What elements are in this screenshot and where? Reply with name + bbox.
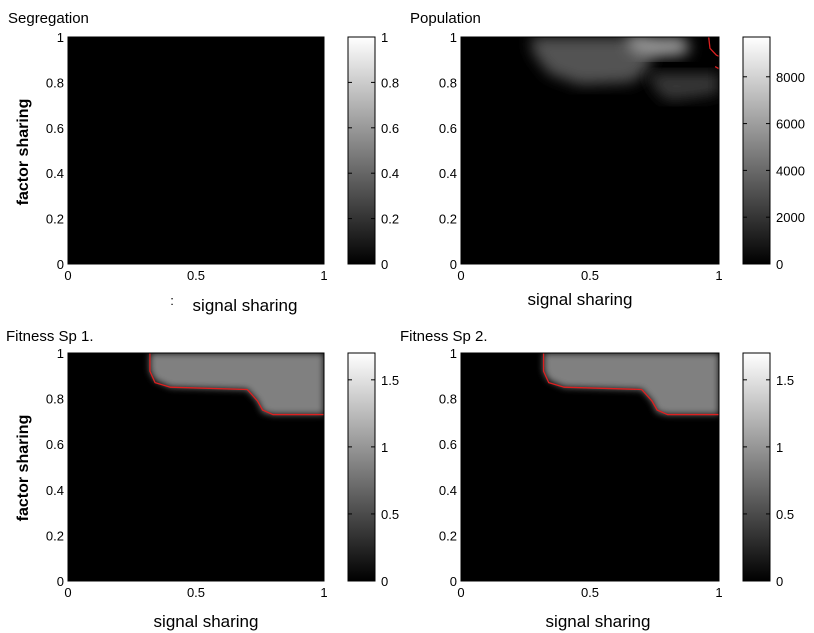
contour-line xyxy=(542,353,719,416)
panel-title: Fitness Sp 2. xyxy=(400,328,488,345)
y-tick-label: 1 xyxy=(450,346,457,361)
colorbar-tick-label: 1 xyxy=(381,440,388,455)
heatmap-regions xyxy=(542,353,719,416)
panel-title: Population xyxy=(410,10,481,27)
heatmap-area xyxy=(68,37,324,264)
x-axis-label: signal sharing xyxy=(193,296,298,315)
colorbar-tick-label: 0.5 xyxy=(776,507,794,522)
y-tick-label: 0.8 xyxy=(439,75,457,90)
y-tick-label: 0.4 xyxy=(439,166,457,181)
y-tick-label: 0.8 xyxy=(46,75,64,90)
x-axis-label: signal sharing xyxy=(528,290,633,309)
colorbar-tick-label: 6000 xyxy=(776,117,805,132)
y-tick-label: 1 xyxy=(57,346,64,361)
y-tick-label: 0.2 xyxy=(46,212,64,227)
colorbar xyxy=(742,36,771,265)
colorbar-tick-label: 0 xyxy=(381,574,388,589)
y-tick-label: 0.2 xyxy=(439,212,457,227)
y-tick-label: 0.2 xyxy=(439,528,457,543)
y-tick-label: 1 xyxy=(450,30,457,45)
y-tick-label: 0.6 xyxy=(439,121,457,136)
y-tick-label: 0.4 xyxy=(439,483,457,498)
colorbar-tick-label: 8000 xyxy=(776,70,805,85)
panel-1: 0 0.5 1 0 0.2 0.4 0.6 0.8 1 Segregation signal sha… xyxy=(8,10,399,315)
panel-title: Fitness Sp 1. xyxy=(6,328,94,345)
heatmap-regions xyxy=(530,37,719,101)
heatmap-region xyxy=(149,353,324,415)
x-tick-label: 0.5 xyxy=(581,585,599,600)
y-tick-label: 0.4 xyxy=(46,166,64,181)
panel-title: Segregation xyxy=(8,10,89,27)
x-tick-label: 0.5 xyxy=(581,268,599,283)
y-tick-label: 0 xyxy=(450,257,457,272)
colorbar-tick-label: 2000 xyxy=(776,210,805,225)
x-tick-label: 0.5 xyxy=(187,268,205,283)
colorbar-tick-label: 0 xyxy=(776,257,783,272)
x-tick-label: 1 xyxy=(320,585,327,600)
x-tick-label: 0 xyxy=(457,268,464,283)
colorbar-tick-label: 1.5 xyxy=(381,373,399,388)
colorbar-tick-label: 0 xyxy=(381,257,388,272)
colorbar-tick-label: 0.4 xyxy=(381,166,399,181)
y-tick-label: 1 xyxy=(57,30,64,45)
x-tick-label: 1 xyxy=(715,268,722,283)
y-tick-label: 0.8 xyxy=(439,392,457,407)
panel-2: 0 0.5 1 0 0.2 0.4 0.6 0.8 1 Population signal shar… xyxy=(410,10,805,309)
x-axis-label: signal sharing xyxy=(154,612,259,631)
colorbar xyxy=(742,352,771,582)
colorbar xyxy=(347,36,376,265)
colorbar xyxy=(347,352,376,582)
y-tick-label: 0.4 xyxy=(46,483,64,498)
x-tick-label: 0.5 xyxy=(187,585,205,600)
y-tick-label: 0 xyxy=(57,574,64,589)
y-tick-label: 0.6 xyxy=(46,437,64,452)
colorbar-tick-label: 4000 xyxy=(776,163,805,178)
x-axis-label: signal sharing xyxy=(546,612,651,631)
colorbar-tick-label: 0 xyxy=(776,574,783,589)
colorbar-tick-label: 1.5 xyxy=(776,373,794,388)
colorbar-tick-label: 1 xyxy=(776,440,783,455)
contour-line-secondary xyxy=(714,65,719,70)
heatmap-region xyxy=(543,353,719,415)
y-tick-label: 0.8 xyxy=(46,392,64,407)
x-tick-label: 1 xyxy=(715,585,722,600)
colorbar-tick-label: 0.6 xyxy=(381,121,399,136)
colorbar-tick-label: 0.2 xyxy=(381,212,399,227)
y-tick-label: 0 xyxy=(57,257,64,272)
heatmap-region xyxy=(646,73,719,101)
colorbar-tick-label: 0.5 xyxy=(381,507,399,522)
y-tick-label: 0 xyxy=(450,574,457,589)
y-tick-label: 0.6 xyxy=(439,437,457,452)
x-tick-label: 0 xyxy=(64,585,71,600)
colorbar-tick-label: 0.8 xyxy=(381,75,399,90)
x-tick-label: 0 xyxy=(64,268,71,283)
x-tick-label: 0 xyxy=(457,585,464,600)
x-tick-label: 1 xyxy=(320,268,327,283)
y-axis-label: factor sharing xyxy=(15,415,32,522)
heatmap-region xyxy=(530,37,655,85)
colorbar-tick-label: 1 xyxy=(381,30,388,45)
contour-line xyxy=(149,353,324,416)
heatmap-regions xyxy=(149,353,324,416)
y-axis-label: factor sharing xyxy=(15,99,32,206)
y-tick-label: 0.6 xyxy=(46,121,64,136)
contour-line xyxy=(708,37,719,57)
heatmap-region xyxy=(626,37,691,58)
stray-mark: : xyxy=(170,293,174,308)
y-tick-label: 0.2 xyxy=(46,528,64,543)
